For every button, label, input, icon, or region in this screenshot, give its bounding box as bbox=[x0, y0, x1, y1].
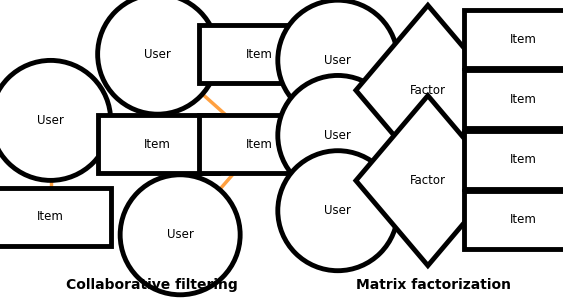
Ellipse shape bbox=[278, 76, 398, 195]
Text: Item: Item bbox=[510, 153, 537, 166]
Text: Item: Item bbox=[245, 138, 272, 151]
Ellipse shape bbox=[0, 61, 111, 180]
FancyBboxPatch shape bbox=[97, 116, 218, 173]
Text: Collaborative filtering: Collaborative filtering bbox=[66, 278, 238, 292]
Text: User: User bbox=[324, 204, 351, 217]
Text: Item: Item bbox=[144, 138, 171, 151]
Text: User: User bbox=[144, 48, 171, 61]
Ellipse shape bbox=[278, 0, 398, 120]
Ellipse shape bbox=[120, 175, 240, 295]
Text: User: User bbox=[324, 129, 351, 142]
Ellipse shape bbox=[278, 151, 398, 271]
Text: User: User bbox=[37, 114, 64, 127]
Ellipse shape bbox=[97, 0, 218, 114]
FancyBboxPatch shape bbox=[0, 188, 111, 246]
Text: User: User bbox=[324, 54, 351, 67]
FancyBboxPatch shape bbox=[463, 131, 563, 188]
Text: Item: Item bbox=[245, 48, 272, 61]
Text: Factor: Factor bbox=[410, 174, 446, 187]
Text: Item: Item bbox=[510, 213, 537, 226]
Polygon shape bbox=[356, 5, 500, 175]
Polygon shape bbox=[356, 96, 500, 265]
FancyBboxPatch shape bbox=[463, 70, 563, 128]
FancyBboxPatch shape bbox=[199, 25, 319, 83]
Text: Matrix factorization: Matrix factorization bbox=[356, 278, 511, 292]
FancyBboxPatch shape bbox=[463, 191, 563, 249]
FancyBboxPatch shape bbox=[199, 116, 319, 173]
Text: User: User bbox=[167, 228, 194, 241]
Text: Factor: Factor bbox=[410, 84, 446, 97]
Text: Item: Item bbox=[510, 93, 537, 106]
FancyBboxPatch shape bbox=[463, 10, 563, 68]
Text: Item: Item bbox=[37, 210, 64, 223]
Text: Item: Item bbox=[510, 33, 537, 46]
